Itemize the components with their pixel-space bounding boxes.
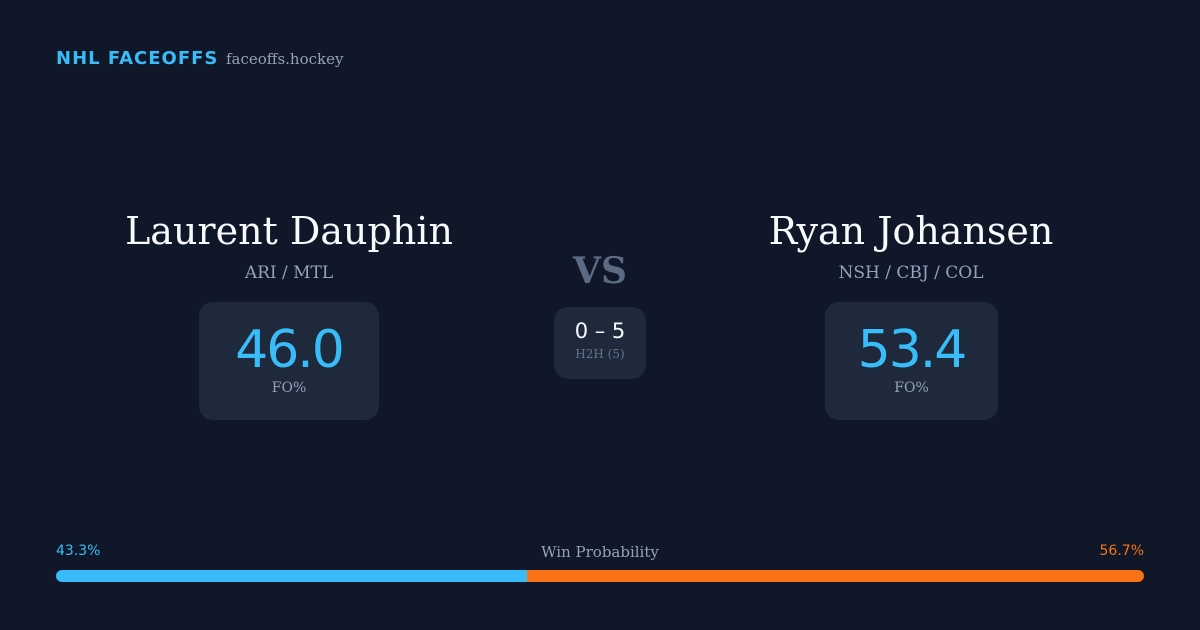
win-prob-segment [527,570,1144,582]
h2h-card: 0 – 5 H2H (5) [554,307,646,379]
player-name: Ryan Johansen [768,209,1054,253]
fo-card: 46.0 FO% [199,302,379,420]
win-prob-title: Win Probability [541,543,659,561]
player-right: Ryan Johansen NSH / CBJ / COL [661,205,1161,283]
site-link: faceoffs.hockey [226,50,344,68]
player-teams: ARI / MTL [244,263,334,283]
fo-label: FO% [894,380,929,396]
vs-label: VS [573,250,627,292]
h2h-label: H2H (5) [575,347,625,361]
fo-label: FO% [271,380,307,396]
win-prob-bar [56,570,1144,582]
player-name: Laurent Dauphin [125,209,453,253]
win-prob-left: 43.3% [56,543,101,559]
fo-pct: 53.4 [857,320,968,380]
win-prob-segment [56,570,528,582]
win-prob-right: 56.7% [1099,543,1144,559]
fo-card: 53.4 FO% [825,302,998,420]
fo-pct: 46.0 [235,320,345,380]
h2h-score: 0 – 5 [574,319,626,343]
brand: NHL FACEOFFS [56,48,219,69]
player-teams: NSH / CBJ / COL [838,263,984,283]
player-left: Laurent Dauphin ARI / MTL [39,205,539,283]
